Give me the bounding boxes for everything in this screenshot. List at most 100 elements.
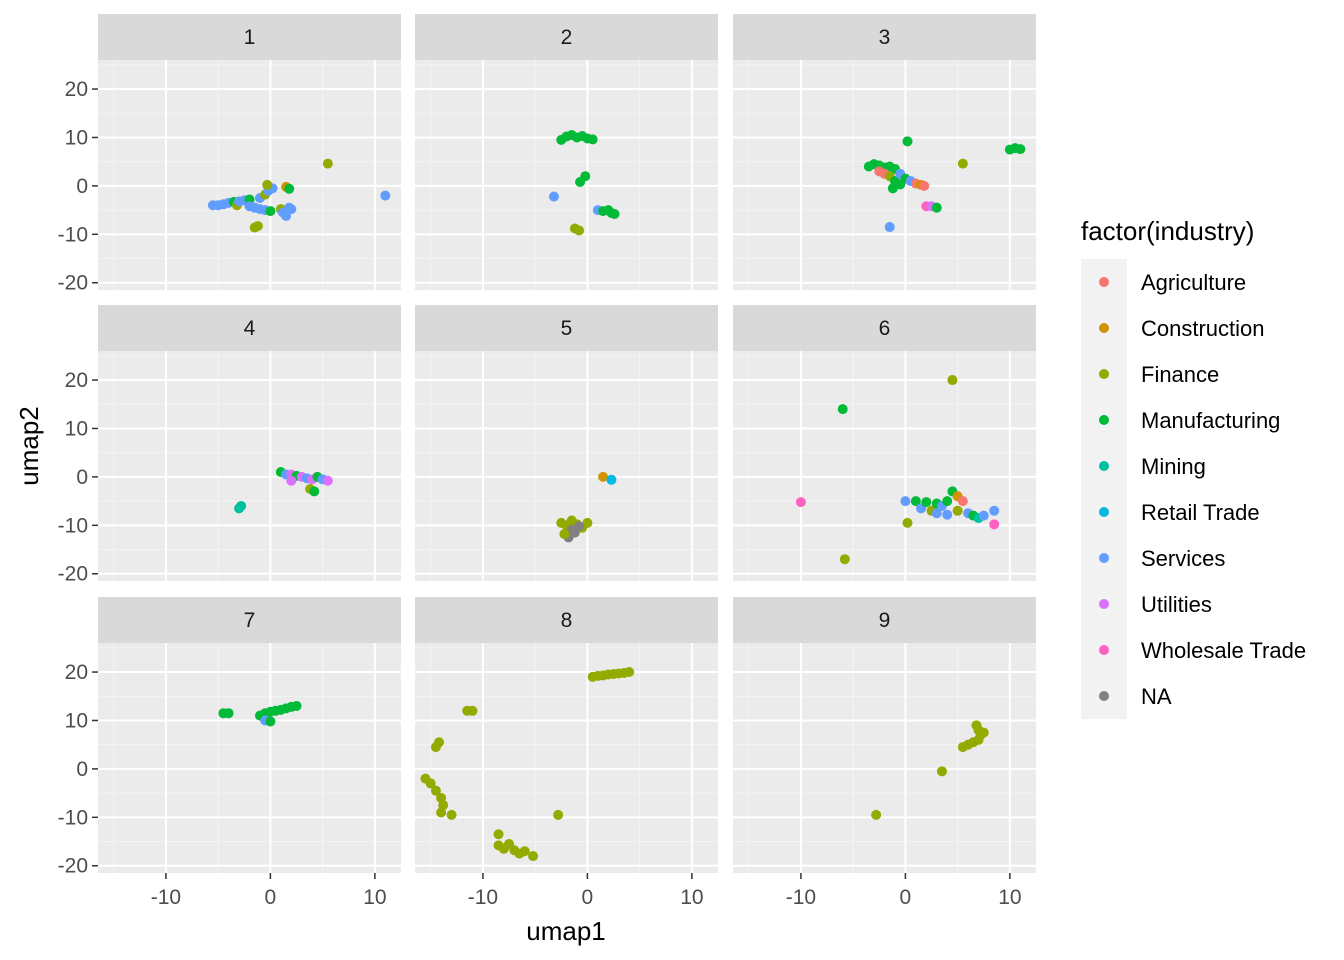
facet-strip — [733, 305, 1036, 351]
facet-strip-label: 9 — [879, 609, 891, 632]
x-tick-label: -10 — [786, 886, 816, 909]
data-point — [575, 177, 586, 188]
panel-background — [733, 351, 1036, 581]
y-tick-label: 20 — [65, 369, 88, 392]
data-point — [587, 134, 598, 145]
facet-strip-label: 2 — [561, 26, 573, 49]
x-tick-label: 10 — [998, 886, 1021, 909]
data-point — [921, 497, 932, 508]
legend-label: Wholesale Trade — [1141, 638, 1306, 663]
facet-strip — [415, 305, 718, 351]
y-tick-label: 0 — [76, 466, 88, 489]
data-point — [942, 509, 953, 520]
legend-swatch — [1099, 691, 1109, 701]
data-point — [837, 404, 848, 415]
data-point — [436, 807, 447, 818]
data-point — [839, 554, 850, 565]
data-point — [553, 809, 564, 820]
data-point — [262, 179, 273, 190]
data-point — [322, 158, 333, 169]
legend-swatch — [1099, 415, 1109, 425]
y-tick-label: -20 — [58, 272, 88, 295]
legend-swatch — [1099, 507, 1109, 517]
data-point — [957, 496, 968, 507]
data-point — [265, 716, 276, 727]
x-tick-label: 10 — [363, 886, 386, 909]
facet-panel-5: 5 — [415, 305, 718, 581]
facet-panel-1: 1 -20 -10 0 10 20 — [58, 14, 401, 295]
data-point — [902, 517, 913, 528]
data-point — [548, 191, 559, 202]
data-point — [902, 136, 913, 147]
facet-panel-4: 4 -20 -10 0 10 20 — [58, 305, 401, 586]
data-point — [223, 708, 234, 719]
legend-swatch — [1099, 599, 1109, 609]
panel-background — [98, 60, 401, 290]
x-tick-label: 0 — [900, 886, 912, 909]
legend-label: Agriculture — [1141, 270, 1246, 295]
facet-panel-2: 2 — [415, 14, 718, 290]
legend-label: Utilities — [1141, 592, 1212, 617]
data-point — [884, 222, 895, 233]
facet-strip — [415, 597, 718, 643]
data-point — [598, 471, 609, 482]
facet-strip-label: 5 — [561, 317, 573, 340]
x-tick-label: 10 — [680, 886, 703, 909]
data-point — [887, 183, 898, 194]
y-tick-label: 20 — [65, 78, 88, 101]
legend-label: Construction — [1141, 316, 1265, 341]
data-point — [322, 475, 333, 486]
data-point — [978, 727, 989, 738]
facet-strip — [733, 597, 1036, 643]
legend-label: Retail Trade — [1141, 500, 1260, 525]
data-point — [978, 510, 989, 521]
x-axis-title: umap1 — [526, 916, 606, 946]
legend-swatch — [1099, 277, 1109, 287]
data-point — [380, 190, 391, 201]
facet-panel-3: 3 — [733, 14, 1036, 290]
y-tick-label: 0 — [76, 758, 88, 781]
panel-background — [98, 643, 401, 873]
data-point — [286, 475, 297, 486]
data-point — [931, 508, 942, 519]
legend-label: NA — [1141, 684, 1172, 709]
data-point — [574, 225, 585, 236]
x-tick-label: -10 — [151, 886, 181, 909]
data-point — [519, 846, 530, 857]
legend-label: Manufacturing — [1141, 408, 1280, 433]
data-point — [265, 206, 276, 217]
legend-label: Services — [1141, 546, 1225, 571]
y-tick-label: -20 — [58, 563, 88, 586]
facet-strip — [415, 14, 718, 60]
data-point — [895, 179, 906, 190]
data-point — [252, 221, 263, 232]
data-point — [493, 829, 504, 840]
panel-background — [415, 643, 718, 873]
facet-panel-6: 6 — [733, 305, 1036, 581]
data-point — [871, 809, 882, 820]
facet-strip-label: 6 — [879, 317, 891, 340]
data-point — [624, 667, 635, 678]
data-point — [446, 809, 457, 820]
legend-swatch — [1099, 369, 1109, 379]
facet-strip-label: 4 — [244, 317, 256, 340]
panel-background — [733, 643, 1036, 873]
x-tick-label: 0 — [265, 886, 277, 909]
data-point — [434, 737, 445, 748]
data-point — [582, 517, 593, 528]
facet-panel-9: 9 -10 0 10 — [733, 597, 1036, 909]
data-point — [281, 210, 292, 221]
legend-swatch — [1099, 553, 1109, 563]
legend: factor(industry) Agriculture Construction F… — [1081, 216, 1306, 719]
data-point — [284, 183, 295, 194]
y-tick-label: 10 — [65, 709, 88, 732]
data-point — [952, 505, 963, 516]
data-point — [989, 519, 1000, 530]
data-point — [528, 851, 539, 862]
data-point — [309, 486, 320, 497]
panel-background — [415, 60, 718, 290]
legend-title: factor(industry) — [1081, 216, 1254, 246]
data-point — [931, 202, 942, 213]
data-point — [467, 705, 478, 716]
